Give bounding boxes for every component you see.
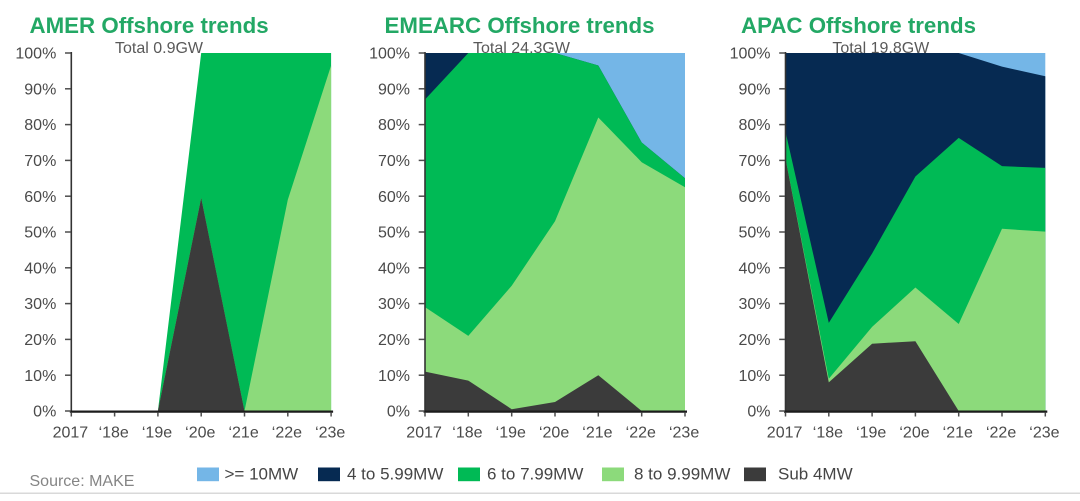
svg-text:20%: 20% [24,332,56,349]
svg-text:70%: 70% [24,153,56,170]
svg-text:>= 10MW: >= 10MW [225,465,299,484]
svg-text:60%: 60% [738,189,770,206]
svg-text:80%: 80% [378,117,410,134]
svg-text:Sub 4MW: Sub 4MW [778,465,853,484]
svg-text:‘21e: ‘21e [582,425,612,442]
svg-text:‘18e: ‘18e [99,425,129,442]
svg-text:Source: MAKE: Source: MAKE [30,473,135,490]
svg-text:0%: 0% [387,404,410,421]
svg-text:‘19e: ‘19e [142,425,172,442]
svg-text:APAC Offshore trends: APAC Offshore trends [741,13,976,38]
svg-text:40%: 40% [24,260,56,277]
svg-text:30%: 30% [378,296,410,313]
svg-text:‘20e: ‘20e [899,425,929,442]
svg-text:‘21e: ‘21e [943,425,973,442]
svg-text:40%: 40% [378,260,410,277]
svg-text:‘20e: ‘20e [185,425,215,442]
svg-text:EMEARC Offshore trends: EMEARC Offshore trends [385,13,655,38]
svg-text:10%: 10% [24,368,56,385]
svg-text:2017: 2017 [406,425,442,442]
svg-text:‘21e: ‘21e [228,425,258,442]
svg-text:Total 24.3GW: Total 24.3GW [473,40,571,57]
svg-text:90%: 90% [378,81,410,98]
svg-text:100%: 100% [369,46,410,63]
svg-text:20%: 20% [378,332,410,349]
svg-text:‘22e: ‘22e [272,425,302,442]
svg-text:6 to 7.99MW: 6 to 7.99MW [487,465,583,484]
svg-text:‘23e: ‘23e [315,425,345,442]
svg-text:10%: 10% [738,368,770,385]
svg-text:0%: 0% [747,404,770,421]
svg-text:2017: 2017 [53,425,89,442]
svg-text:70%: 70% [378,153,410,170]
svg-text:50%: 50% [24,225,56,242]
svg-text:Total 19.8GW: Total 19.8GW [832,40,930,57]
svg-text:100%: 100% [15,46,56,63]
svg-text:100%: 100% [730,46,771,63]
svg-text:30%: 30% [24,296,56,313]
svg-text:60%: 60% [24,189,56,206]
svg-text:80%: 80% [738,117,770,134]
svg-text:90%: 90% [24,81,56,98]
svg-text:‘23e: ‘23e [669,425,699,442]
svg-text:50%: 50% [378,225,410,242]
svg-text:‘19e: ‘19e [496,425,526,442]
svg-text:Total 0.9GW: Total 0.9GW [115,40,204,57]
svg-text:‘22e: ‘22e [626,425,656,442]
svg-text:60%: 60% [378,189,410,206]
svg-text:70%: 70% [738,153,770,170]
svg-text:50%: 50% [738,225,770,242]
svg-text:‘18e: ‘18e [813,425,843,442]
svg-text:8 to 9.99MW: 8 to 9.99MW [634,465,730,484]
svg-text:20%: 20% [738,332,770,349]
svg-text:‘18e: ‘18e [452,425,482,442]
svg-text:90%: 90% [738,81,770,98]
svg-text:‘20e: ‘20e [539,425,569,442]
svg-text:4 to 5.99MW: 4 to 5.99MW [347,465,443,484]
svg-text:40%: 40% [738,260,770,277]
svg-text:80%: 80% [24,117,56,134]
svg-text:‘22e: ‘22e [986,425,1016,442]
svg-text:‘23e: ‘23e [1029,425,1059,442]
svg-text:2017: 2017 [767,425,803,442]
svg-text:AMER Offshore trends: AMER Offshore trends [30,13,269,38]
svg-text:‘19e: ‘19e [856,425,886,442]
svg-text:0%: 0% [33,404,56,421]
svg-text:10%: 10% [378,368,410,385]
svg-text:30%: 30% [738,296,770,313]
